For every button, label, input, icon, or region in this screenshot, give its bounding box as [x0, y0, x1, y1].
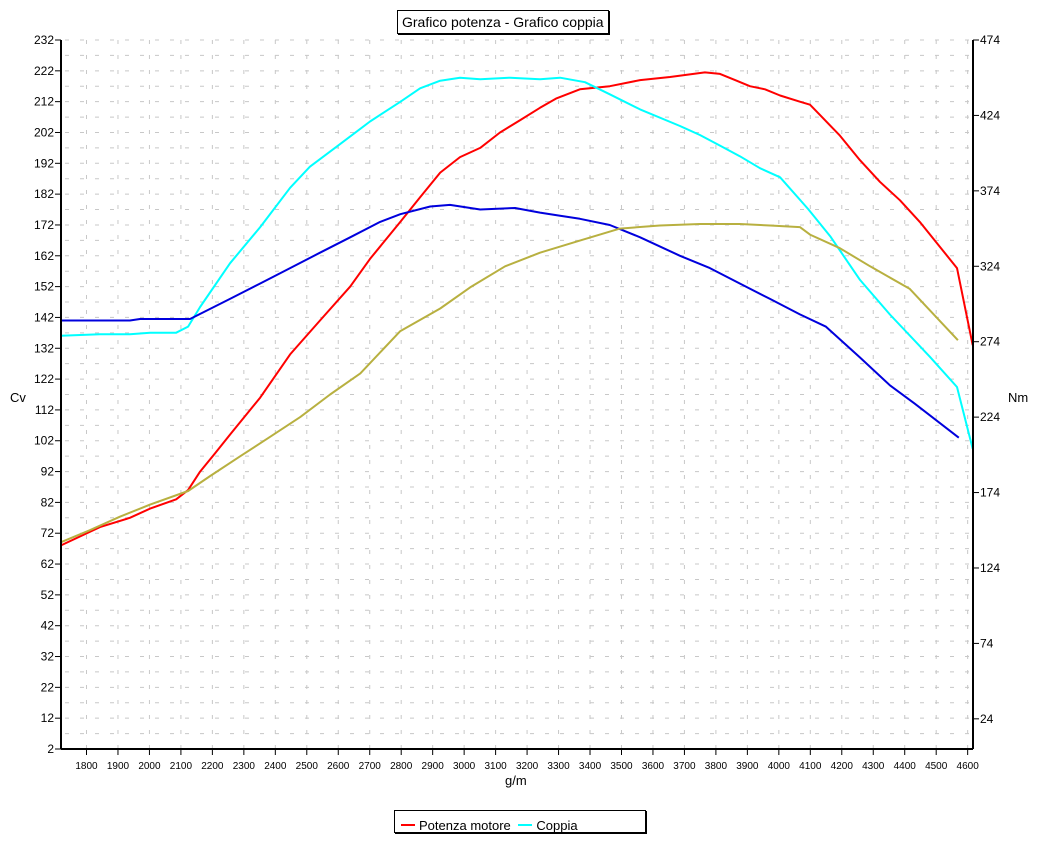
svg-text:124: 124 [980, 561, 1000, 575]
svg-text:12: 12 [41, 711, 55, 725]
svg-text:4200: 4200 [831, 761, 854, 772]
svg-text:3900: 3900 [736, 761, 759, 772]
legend-swatch-icon [401, 824, 415, 826]
svg-text:3100: 3100 [484, 761, 507, 772]
axes: 2122232425262728292102112122132142152162… [34, 33, 1000, 772]
svg-text:222: 222 [34, 64, 54, 78]
grid-lines [65, 39, 973, 750]
svg-text:142: 142 [34, 310, 54, 324]
svg-text:24: 24 [980, 712, 994, 726]
legend-label: Coppia [536, 817, 578, 833]
x-axis-label: g/m [505, 773, 527, 788]
svg-text:202: 202 [34, 125, 54, 139]
svg-text:2500: 2500 [296, 761, 319, 772]
svg-text:2100: 2100 [170, 761, 193, 772]
legend-item-potenza: Potenza motore [401, 815, 511, 836]
legend-label: Potenza motore [419, 817, 511, 833]
svg-text:2400: 2400 [264, 761, 287, 772]
svg-text:32: 32 [41, 650, 55, 664]
svg-text:2200: 2200 [201, 761, 224, 772]
svg-text:2700: 2700 [359, 761, 382, 772]
svg-text:3800: 3800 [705, 761, 728, 772]
svg-text:324: 324 [980, 259, 1000, 273]
svg-text:4000: 4000 [768, 761, 791, 772]
svg-text:4300: 4300 [862, 761, 885, 772]
svg-text:132: 132 [34, 341, 54, 355]
svg-text:22: 22 [41, 680, 55, 694]
svg-text:42: 42 [41, 619, 55, 633]
svg-text:3400: 3400 [579, 761, 602, 772]
svg-text:374: 374 [980, 184, 1000, 198]
svg-text:474: 474 [980, 33, 1000, 47]
svg-text:92: 92 [41, 465, 55, 479]
svg-text:2900: 2900 [422, 761, 445, 772]
data-series [60, 71, 974, 547]
svg-text:274: 274 [980, 335, 1000, 349]
svg-text:4600: 4600 [957, 761, 980, 772]
svg-text:3300: 3300 [547, 761, 570, 772]
svg-text:2000: 2000 [138, 761, 161, 772]
y-right-axis-label: Nm [1008, 390, 1029, 405]
y-left-axis-label: Cv [10, 390, 26, 405]
svg-text:52: 52 [41, 588, 55, 602]
svg-text:4100: 4100 [799, 761, 822, 772]
legend-swatch-icon [518, 824, 533, 826]
svg-text:4400: 4400 [894, 761, 917, 772]
svg-text:3000: 3000 [453, 761, 476, 772]
svg-text:152: 152 [34, 280, 54, 294]
svg-text:82: 82 [41, 495, 55, 509]
svg-text:102: 102 [34, 434, 54, 448]
svg-text:3700: 3700 [673, 761, 696, 772]
svg-text:3500: 3500 [610, 761, 633, 772]
svg-text:62: 62 [41, 557, 55, 571]
svg-text:2300: 2300 [233, 761, 256, 772]
chart-title: Grafico potenza - Grafico coppia [397, 10, 609, 34]
legend: Potenza motore Coppia [394, 810, 646, 833]
svg-text:212: 212 [34, 95, 54, 109]
svg-text:74: 74 [980, 636, 994, 650]
svg-text:162: 162 [34, 249, 54, 263]
svg-text:224: 224 [980, 410, 1000, 424]
svg-text:2: 2 [47, 742, 54, 756]
svg-text:72: 72 [41, 526, 55, 540]
svg-text:424: 424 [980, 108, 1000, 122]
svg-text:232: 232 [34, 33, 54, 47]
svg-text:4500: 4500 [925, 761, 948, 772]
legend-item-coppia: Coppia [518, 815, 578, 836]
svg-text:3600: 3600 [642, 761, 665, 772]
svg-text:1800: 1800 [75, 761, 98, 772]
svg-text:174: 174 [980, 486, 1000, 500]
svg-text:1900: 1900 [107, 761, 130, 772]
svg-text:2800: 2800 [390, 761, 413, 772]
svg-text:2600: 2600 [327, 761, 350, 772]
svg-text:112: 112 [35, 403, 54, 417]
svg-text:182: 182 [34, 187, 54, 201]
svg-text:172: 172 [34, 218, 54, 232]
svg-text:122: 122 [34, 372, 54, 386]
svg-text:192: 192 [34, 156, 54, 170]
svg-text:3200: 3200 [516, 761, 539, 772]
